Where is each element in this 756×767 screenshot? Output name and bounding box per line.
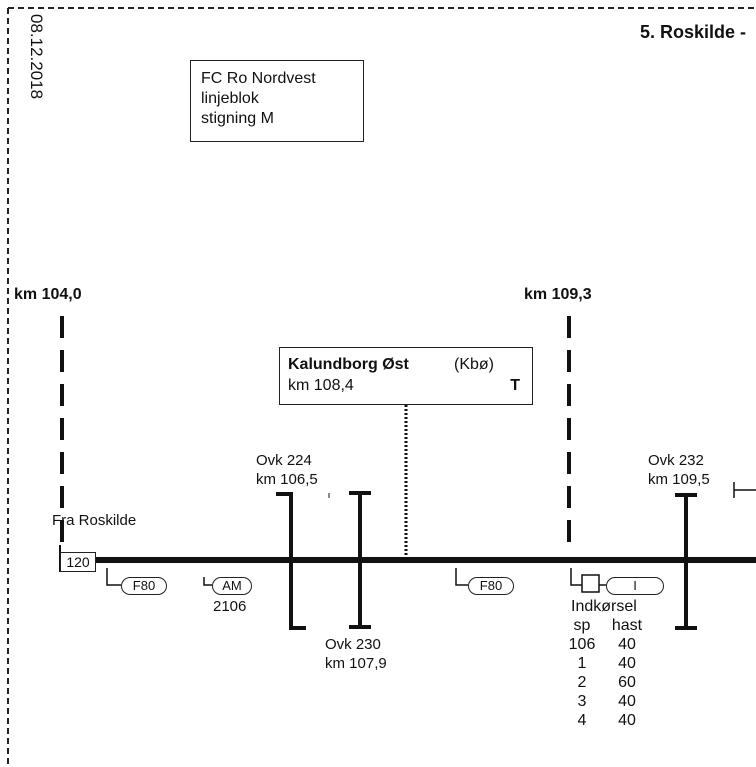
- row-sp: 3: [577, 693, 587, 710]
- station-km: km 108,4: [288, 377, 354, 394]
- speed-table-heading: Indkørsel: [571, 598, 637, 615]
- table-row: 2 60: [563, 673, 653, 692]
- date-label: 08.12.2018: [27, 14, 46, 100]
- signal-f80-a: F80: [121, 577, 167, 595]
- row-sp: 106: [568, 636, 596, 653]
- row-hast: 40: [618, 712, 636, 729]
- info-line-1: FC Ro Nordvest: [201, 70, 316, 87]
- ovk232-crossing: [675, 493, 697, 630]
- ovk232-name: Ovk 232: [648, 452, 704, 469]
- station-abbr: (Kbø): [454, 356, 494, 373]
- row-hast: 60: [618, 674, 636, 691]
- ovk224-km: km 106,5: [256, 471, 318, 488]
- table-row: 3 40: [563, 692, 653, 711]
- signal-f80-b: F80: [468, 577, 514, 595]
- ovk232-km: km 109,5: [648, 471, 710, 488]
- km-marker-right: km 109,3: [524, 286, 592, 303]
- i-stem: [570, 568, 582, 586]
- station-name: Kalundborg Øst: [288, 356, 409, 373]
- station-code: T: [510, 377, 520, 394]
- info-box: FC Ro Nordvest linjeblok stigning M: [190, 60, 364, 142]
- am-stem: [203, 577, 212, 586]
- f80b-stem: [455, 568, 468, 586]
- ovk230-crossing: [349, 491, 371, 629]
- ovk224-bracket: [276, 492, 306, 630]
- f80a-stem: [106, 568, 121, 586]
- row-sp: 2: [577, 674, 587, 691]
- ovk232-stub: [733, 482, 756, 498]
- info-line-2: linjeblok: [201, 90, 259, 107]
- speed-start-box: 120: [60, 552, 96, 572]
- ovk224-name: Ovk 224: [256, 452, 312, 469]
- ovk232-label: Ovk 232 km 109,5: [648, 451, 710, 489]
- km-marker-left: km 104,0: [14, 286, 82, 303]
- ovk230-km: km 107,9: [325, 655, 387, 672]
- row-sp: 4: [577, 712, 587, 729]
- signal-am-number: 2106: [213, 598, 247, 615]
- speed-table: Indkørsel sp hast 106 40 1 40 2 60 3 40 …: [563, 597, 653, 730]
- i-signal-box: [581, 574, 600, 593]
- row-hast: 40: [618, 693, 636, 710]
- page-title: 5. Roskilde -: [639, 22, 746, 42]
- row-hast: 40: [618, 636, 636, 653]
- station-box: Kalundborg Øst (Kbø) km 108,4 T: [279, 347, 533, 405]
- ovk230-name: Ovk 230: [325, 636, 381, 653]
- signal-i: I: [606, 577, 664, 595]
- table-row: 1 40: [563, 654, 653, 673]
- from-label: Fra Roskilde: [52, 512, 137, 529]
- row-hast: 40: [618, 655, 636, 672]
- ovk224-label: Ovk 224 km 106,5: [256, 451, 318, 489]
- speed-col-hast: hast: [611, 617, 643, 634]
- row-sp: 1: [577, 655, 587, 672]
- signal-am: AM: [212, 577, 252, 595]
- table-row: 4 40: [563, 711, 653, 730]
- speed-col-sp: sp: [573, 617, 591, 634]
- ovk230-label: Ovk 230 km 107,9: [325, 635, 387, 673]
- info-line-3: stigning M: [201, 110, 274, 127]
- table-row: 106 40: [563, 635, 653, 654]
